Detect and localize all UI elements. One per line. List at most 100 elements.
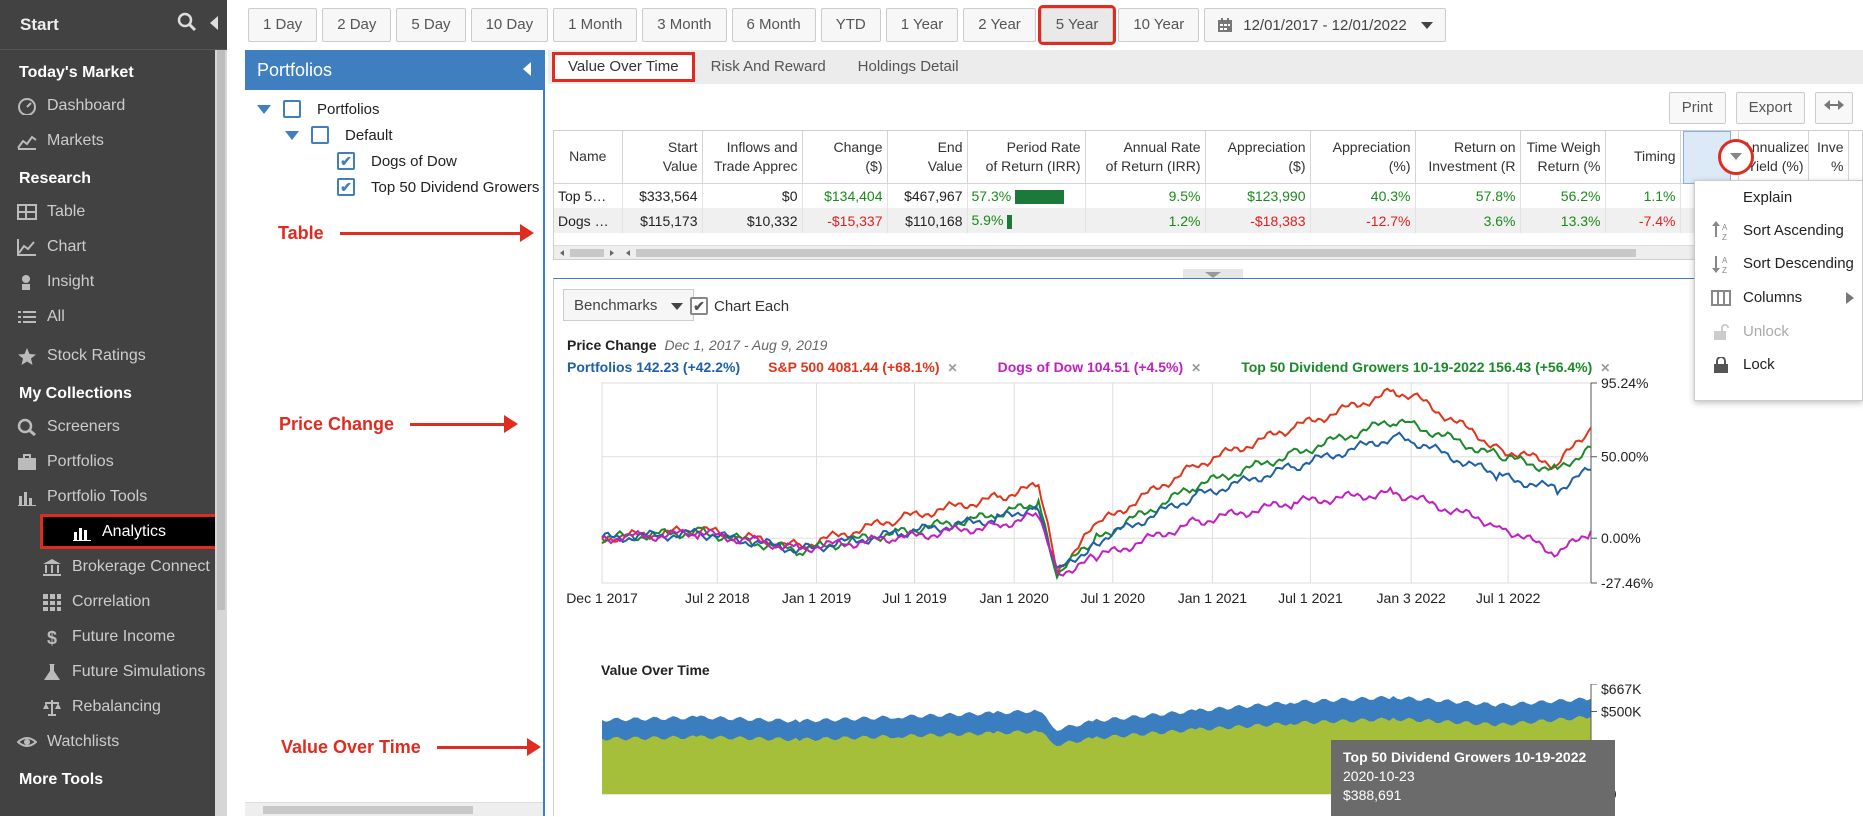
sidebar-item-dashboard[interactable]: Dashboard [0, 88, 227, 123]
series-line-portfolios[interactable] [601, 431, 1591, 570]
collapse-panel-icon[interactable] [522, 60, 531, 81]
range-button-5-day[interactable]: 5 Day [396, 8, 466, 42]
menu-item-unlock[interactable]: Unlock [1695, 315, 1862, 348]
sidebar-title[interactable]: Start [20, 14, 59, 34]
y-tick-label: 50.00% [1601, 449, 1648, 465]
legend-item[interactable]: Top 50 Dividend Growers 10-19-2022 156.4… [1241, 359, 1630, 375]
sidebar-item-rebalancing[interactable]: Rebalancing [0, 689, 227, 724]
series-line-top-50-dividend-growers-10-19-2022[interactable] [601, 418, 1592, 581]
menu-item-explain[interactable]: Explain [1695, 181, 1862, 214]
panel-horizontal-scrollbar[interactable] [245, 802, 543, 816]
remove-series-icon[interactable]: ✕ [1600, 361, 1611, 375]
range-button-1-year[interactable]: 1 Year [885, 8, 959, 42]
column-header[interactable]: Name [554, 131, 623, 184]
x-tick-label: Jan 1 2021 [1178, 590, 1247, 605]
sidebar-item-watchlists[interactable]: Watchlists [0, 724, 227, 759]
export-button[interactable]: Export [1735, 92, 1805, 124]
sidebar-item-future-simulations[interactable]: Future Simulations [0, 654, 227, 689]
range-button-6-month[interactable]: 6 Month [731, 8, 816, 42]
table-row[interactable]: Dogs … $115,173 $10,332 -$15,337 $110,168 5.9… [554, 208, 1849, 233]
expand-icon[interactable] [285, 130, 299, 140]
legend-item[interactable]: Dogs of Dow 104.51 (+4.5%) ✕ [998, 359, 1222, 375]
range-button-1-day[interactable]: 1 Day [248, 8, 318, 42]
sidebar-scrollbar[interactable] [215, 50, 227, 816]
print-button[interactable]: Print [1668, 92, 1726, 124]
table-cell-roi: 3.6% [1415, 208, 1521, 233]
column-header[interactable]: Timing [1605, 131, 1681, 184]
sidebar-item-portfolios[interactable]: Portfolios [0, 444, 227, 479]
checkbox-checked[interactable]: ✔ [337, 152, 355, 170]
sidebar-item-future-income[interactable]: $ Future Income [0, 619, 227, 654]
chart-bars-icon [18, 491, 36, 506]
tree-item[interactable]: ✔ Top 50 Dividend Growers [257, 174, 543, 200]
sidebar-item-all[interactable]: All [0, 299, 227, 334]
range-button-1-month[interactable]: 1 Month [553, 8, 638, 42]
chart-each-toggle[interactable]: ✔ Chart Each [690, 297, 789, 315]
tab-holdings-detail[interactable]: Holdings Detail [857, 58, 959, 75]
sidebar-item-chart[interactable]: Chart [0, 229, 227, 264]
column-header[interactable]: Annual Rate of Return (IRR) [1085, 131, 1206, 184]
sidebar-item-table[interactable]: Table [0, 194, 227, 229]
range-button-10-year[interactable]: 10 Year [1118, 8, 1200, 42]
date-range-picker[interactable]: 12/01/2017 - 12/01/2022 [1204, 8, 1446, 42]
tab-risk-and-reward[interactable]: Risk And Reward [710, 58, 826, 75]
column-header[interactable]: Period Rate of Return (IRR) [967, 131, 1086, 184]
range-button-ytd[interactable]: YTD [820, 8, 881, 42]
menu-item-sort-ascending[interactable]: A Z Sort Ascending [1695, 214, 1862, 247]
range-button-3-month[interactable]: 3 Month [642, 8, 727, 42]
column-menu-button[interactable] [1718, 139, 1754, 175]
benchmarks-dropdown[interactable]: Benchmarks [563, 289, 695, 321]
column-header[interactable]: Inflows and Trade Apprec [702, 131, 803, 184]
collapse-left-icon[interactable] [209, 14, 219, 35]
menu-item-sort-descending[interactable]: A Z Sort Descending [1695, 247, 1862, 280]
sidebar-item-correlation[interactable]: Correlation [0, 584, 227, 619]
sidebar-item-stock-ratings[interactable]: Stock Ratings [0, 338, 227, 373]
checkbox-checked[interactable]: ✔ [690, 297, 708, 315]
checkbox[interactable] [283, 100, 301, 118]
grid-horizontal-scrollbar[interactable] [554, 245, 1862, 259]
remove-series-icon[interactable]: ✕ [1191, 361, 1202, 375]
portfolios-panel-title: Portfolios [257, 59, 333, 80]
sidebar-item-analytics[interactable]: Analytics [40, 514, 223, 549]
x-tick-label: Jul 1 2019 [882, 590, 947, 605]
sidebar-item-markets[interactable]: Markets [0, 123, 227, 158]
column-header[interactable]: Appreciation ($) [1205, 131, 1311, 184]
column-header[interactable]: Appreciation (%) [1310, 131, 1416, 184]
range-button-10-day[interactable]: 10 Day [470, 8, 549, 42]
menu-item-columns[interactable]: Columns [1695, 281, 1862, 314]
expand-width-icon[interactable] [1815, 92, 1853, 124]
range-button-2-day[interactable]: 2 Day [322, 8, 392, 42]
column-header[interactable]: Change ($) [802, 131, 888, 184]
range-button-5-year[interactable]: 5 Year [1037, 5, 1117, 45]
table-row[interactable]: Top 5… $333,564 $0 $134,404 $467,967 57.3% 9.5… [554, 183, 1849, 208]
expand-icon[interactable] [257, 104, 271, 114]
range-button-2-year[interactable]: 2 Year [963, 8, 1036, 42]
tab-value-over-time[interactable]: Value Over Time [552, 52, 695, 82]
series-line-dogs-of-dow[interactable] [601, 486, 1592, 577]
sidebar-item-insight[interactable]: Insight [0, 264, 227, 299]
remove-series-icon[interactable]: ✕ [947, 361, 958, 375]
menu-item-lock[interactable]: Lock [1695, 348, 1862, 381]
tree-root[interactable]: Portfolios [257, 96, 543, 122]
legend-label: Portfolios 142.23 (+42.2%) [567, 359, 741, 375]
column-header[interactable]: Inve % [1808, 131, 1849, 184]
column-header[interactable]: Time Weigh Return (% [1520, 131, 1606, 184]
legend-item[interactable]: S&P 500 4081.44 (+68.1%) ✕ [768, 359, 977, 375]
column-header[interactable]: Start Value [622, 131, 703, 184]
column-header[interactable]: End Value [887, 131, 968, 184]
column-header[interactable]: Return on Investment (R [1415, 131, 1521, 184]
tree-item[interactable]: ✔ Dogs of Dow [257, 148, 543, 174]
panel-splitter[interactable] [553, 266, 1863, 279]
cell-value: $110,168 [905, 212, 963, 229]
legend-item[interactable]: Portfolios 142.23 (+42.2%) [567, 359, 748, 375]
checkbox-checked[interactable]: ✔ [337, 178, 355, 196]
series-line-s-p-500[interactable] [601, 387, 1592, 576]
sidebar-item-screeners[interactable]: Screeners [0, 409, 227, 444]
search-icon[interactable] [177, 12, 197, 37]
chart-tooltip: Top 50 Dividend Growers 10-19-2022 2020-… [1331, 740, 1615, 816]
sidebar-item-portfolio-tools[interactable]: Portfolio Tools [0, 479, 227, 514]
tree-group[interactable]: Default [257, 122, 543, 148]
checkbox[interactable] [311, 126, 329, 144]
sidebar-item-brokerage-connect[interactable]: Brokerage Connect [0, 549, 227, 584]
markets-icon [17, 135, 37, 150]
